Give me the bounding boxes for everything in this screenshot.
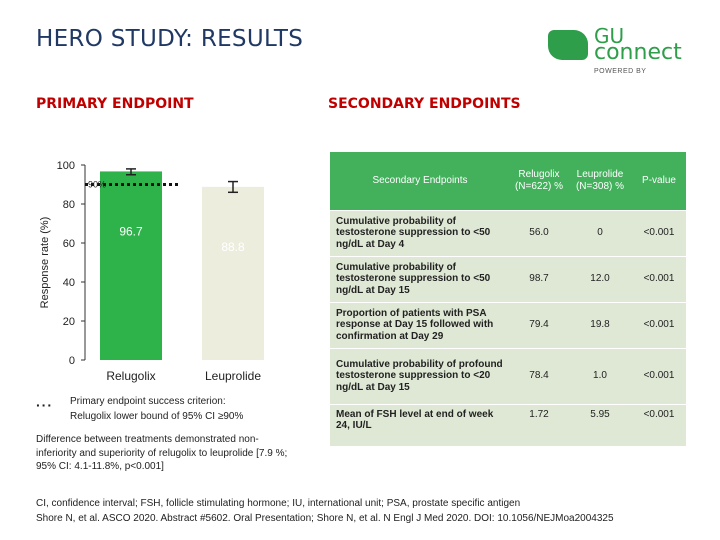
logo-powered-by: POWERED BY — [594, 68, 647, 75]
y-tick-label: 100 — [57, 160, 75, 172]
x-tick-label: Relugolix — [106, 369, 155, 383]
table-cell-leuprolide: 19.8 — [568, 302, 632, 349]
logo-text-gu: GU — [594, 24, 625, 48]
table-cell-endpoint: Cumulative probability of profound testo… — [330, 348, 510, 405]
table-cell-pvalue: <0.001 — [632, 404, 686, 447]
table-cell-endpoint: Cumulative probability of testosterone s… — [330, 210, 510, 257]
table-cell-endpoint: Cumulative probability of testosterone s… — [330, 256, 510, 303]
table-cell-relugolix: 1.72 — [510, 404, 568, 447]
legend-dotted-line-icon: ··· — [36, 397, 53, 413]
y-tick-label: 0 — [69, 355, 75, 367]
logo-text-connect: connect — [594, 40, 682, 65]
y-tick-label: 20 — [63, 316, 75, 328]
legend-text: Primary endpoint success criterion: Relu… — [70, 395, 243, 424]
table-cell-relugolix: 98.7 — [510, 256, 568, 303]
table-row: Cumulative probability of testosterone s… — [330, 210, 686, 257]
table-cell-relugolix: 79.4 — [510, 302, 568, 349]
bar-leuprolide — [202, 186, 264, 360]
y-tick-label: 80 — [63, 199, 75, 211]
y-tick-label: 60 — [63, 238, 75, 250]
table-cell-pvalue: <0.001 — [632, 348, 686, 405]
table-header-relugolix: Relugolix (N=622) % — [510, 152, 568, 211]
table-row: Proportion of patients with PSA response… — [330, 302, 686, 349]
table-row: Cumulative probability of profound testo… — [330, 348, 686, 405]
y-axis-label: Response rate (%) — [39, 217, 51, 309]
table-header-leuprolide: Leuprolide (N=308) % — [568, 152, 632, 211]
table-cell-leuprolide: 0 — [568, 210, 632, 257]
table-row: Cumulative probability of testosterone s… — [330, 256, 686, 303]
page-title: HERO STUDY: RESULTS — [36, 26, 304, 52]
table-header-pvalue: P-value — [632, 152, 686, 211]
difference-note: Difference between treatments demonstrat… — [36, 434, 288, 472]
table-cell-pvalue: <0.001 — [632, 256, 686, 303]
gu-connect-logo: GU connect POWERED BY — [548, 24, 698, 80]
footnotes: CI, confidence interval; FSH, follicle s… — [36, 497, 696, 526]
table-cell-relugolix: 56.0 — [510, 210, 568, 257]
table-cell-relugolix: 78.4 — [510, 348, 568, 405]
data-label: 96.7 — [119, 224, 143, 238]
y-tick-label: 40 — [63, 277, 75, 289]
table-header-endpoint: Secondary Endpoints — [330, 152, 510, 211]
footnote-references: Shore N, et al. ASCO 2020. Abstract #560… — [36, 512, 614, 524]
secondary-endpoints-heading: SECONDARY ENDPOINTS — [328, 96, 521, 112]
data-label: 88.8 — [221, 240, 245, 254]
table-cell-leuprolide: 1.0 — [568, 348, 632, 405]
bar-relugolix — [100, 171, 162, 360]
table-cell-pvalue: <0.001 — [632, 210, 686, 257]
logo-icon — [548, 30, 588, 60]
reference-line-label: 90% — [88, 180, 106, 190]
secondary-endpoints-table: Secondary Endpoints Relugolix (N=622) % … — [330, 152, 686, 447]
x-tick-label: Leuprolide — [205, 369, 261, 383]
legend-text-line2: Relugolix lower bound of 95% CI ≥90% — [70, 410, 244, 422]
legend-text-line1: Primary endpoint success criterion: — [70, 396, 226, 407]
table-cell-pvalue: <0.001 — [632, 302, 686, 349]
primary-endpoint-chart: 0 20 40 60 80 100 Response rate (%) 96.7 Relugol… — [39, 160, 264, 383]
table-cell-leuprolide: 5.95 — [568, 404, 632, 447]
table-cell-leuprolide: 12.0 — [568, 256, 632, 303]
table-cell-endpoint: Mean of FSH level at end of week 24, IU/… — [330, 404, 510, 447]
footnote-abbreviations: CI, confidence interval; FSH, follicle s… — [36, 498, 521, 509]
primary-endpoint-heading: PRIMARY ENDPOINT — [36, 96, 194, 112]
table-header-row: Secondary Endpoints Relugolix (N=622) % … — [330, 152, 686, 211]
table-cell-endpoint: Proportion of patients with PSA response… — [330, 302, 510, 349]
table-row: Mean of FSH level at end of week 24, IU/… — [330, 404, 686, 447]
